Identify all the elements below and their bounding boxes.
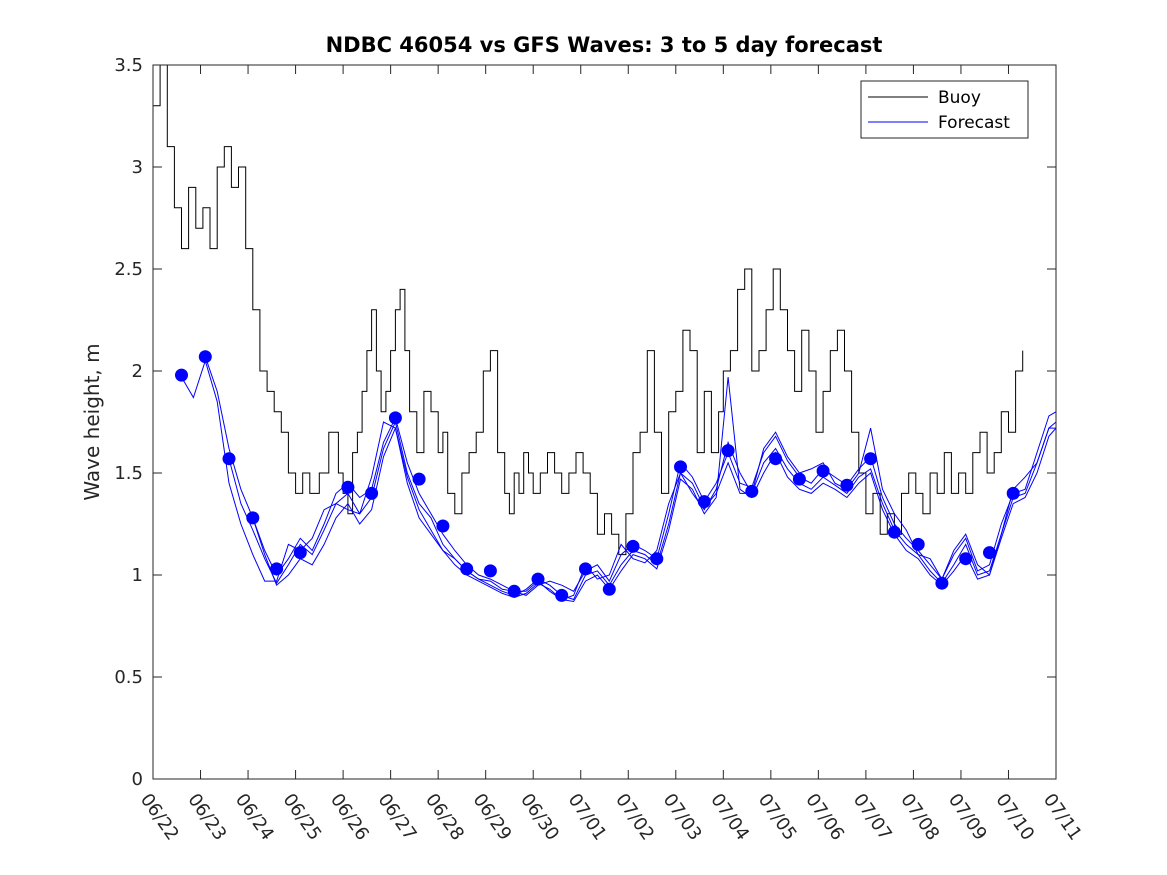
forecast-marker [887, 525, 901, 539]
forecast-marker [959, 552, 973, 566]
forecast-marker [460, 562, 474, 576]
y-tick-label: 2 [132, 361, 143, 382]
y-axis-label: Wave height, m [80, 343, 104, 500]
y-tick-label: 2.5 [114, 259, 143, 280]
legend-buoy-label: Buoy [938, 88, 981, 108]
forecast-marker [792, 472, 806, 486]
forecast-marker [911, 537, 925, 551]
forecast-marker [697, 495, 711, 509]
forecast-marker [626, 539, 640, 553]
forecast-marker [721, 444, 735, 458]
forecast-marker [650, 552, 664, 566]
chart-title: NDBC 46054 vs GFS Waves: 3 to 5 day fore… [326, 33, 883, 57]
forecast-marker [341, 480, 355, 494]
forecast-marker [983, 546, 996, 560]
forecast-marker [1006, 486, 1020, 500]
forecast-marker [175, 368, 188, 382]
forecast-marker [365, 486, 379, 500]
y-tick-label: 3.5 [114, 55, 143, 76]
forecast-marker [602, 582, 616, 596]
legend: Buoy Forecast [860, 80, 1029, 139]
legend-box [860, 80, 1029, 139]
forecast-marker [745, 484, 759, 498]
forecast-run-line [228, 420, 1056, 601]
y-tick-label: 3 [132, 157, 143, 178]
forecast-marker [246, 511, 260, 525]
forecast-marker [270, 562, 284, 576]
forecast-marker [840, 478, 854, 492]
forecast-marker [388, 411, 402, 425]
forecast-marker [816, 464, 830, 478]
plot-frame [152, 64, 1057, 780]
forecast-marker [579, 562, 592, 576]
legend-forecast-label: Forecast [938, 113, 1010, 133]
y-tick-label: 0.5 [114, 667, 143, 688]
forecast-marker [222, 452, 236, 466]
buoy-series-line [153, 65, 1024, 556]
forecast-marker [555, 588, 569, 602]
y-tick-label: 1.5 [114, 463, 143, 484]
forecast-marker [935, 576, 949, 590]
forecast-marker [412, 472, 426, 486]
forecast-marker [436, 519, 450, 533]
forecast-marker [198, 350, 212, 364]
forecast-marker [769, 452, 783, 466]
forecast-marker [483, 564, 497, 578]
forecast-marker [674, 460, 687, 474]
forecast-run-line [252, 377, 1056, 603]
y-tick-label: 0 [132, 769, 143, 790]
forecast-marker [293, 546, 307, 560]
forecast-marker [531, 572, 545, 586]
y-tick-label: 1 [132, 565, 143, 586]
forecast-marker [864, 452, 878, 466]
forecast-marker [507, 584, 521, 598]
